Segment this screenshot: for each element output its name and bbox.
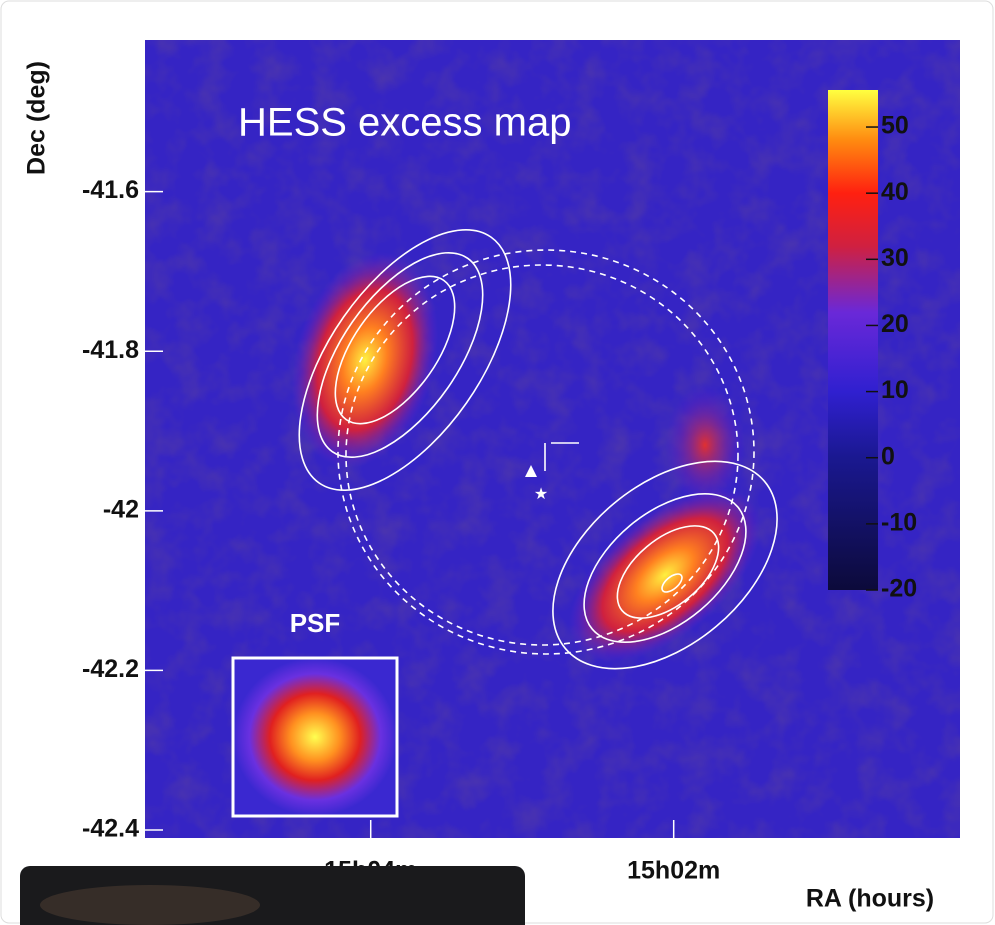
- colorbar-tick-label: 20: [881, 310, 909, 338]
- y-tick-label: -41.6: [82, 176, 139, 204]
- colorbar-tick-label: 40: [881, 178, 909, 206]
- chart-title: HESS excess map: [238, 101, 571, 145]
- colorbar-tick-label: 0: [881, 442, 895, 470]
- y-tick-label: -42: [103, 495, 139, 523]
- y-tick-label: -41.8: [82, 336, 139, 364]
- emission: [665, 385, 745, 505]
- chart: ★ PSF HESS excess map Dec (deg) RA (hour…: [0, 0, 995, 925]
- psf-inset: [233, 658, 397, 816]
- star-marker: ★: [534, 486, 548, 503]
- colorbar: [828, 90, 878, 590]
- colorbar-tick-label: 30: [881, 244, 909, 272]
- y-tick-label: -42.4: [82, 815, 139, 843]
- colorbar-tick-label: -20: [881, 575, 917, 603]
- colorbar-tick-label: 50: [881, 112, 909, 140]
- thumbnail-glow: [40, 885, 260, 925]
- x-tick-label: 15h02m: [627, 857, 720, 885]
- y-tick-label: -42.2: [82, 655, 139, 683]
- y-axis-label: Dec (deg): [23, 61, 51, 175]
- psf-label: PSF: [290, 608, 341, 638]
- colorbar-tick-label: 10: [881, 376, 909, 404]
- x-axis-label: RA (hours): [806, 885, 934, 913]
- colorbar-tick-label: -10: [881, 508, 917, 536]
